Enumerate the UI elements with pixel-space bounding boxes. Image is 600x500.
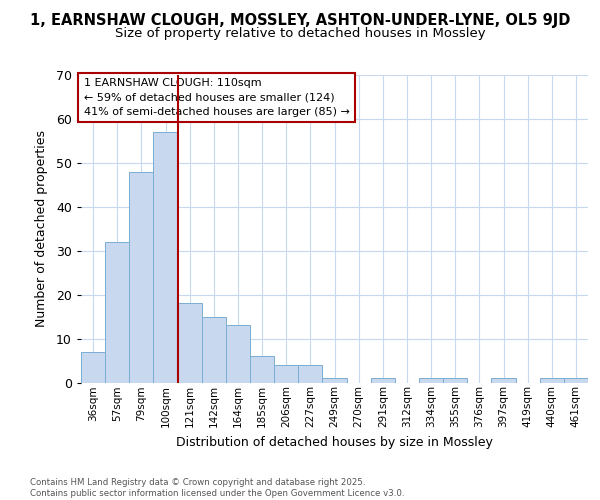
Bar	[371, 378, 395, 382]
Y-axis label: Number of detached properties: Number of detached properties	[35, 130, 47, 327]
Bar	[443, 378, 467, 382]
Text: 1 EARNSHAW CLOUGH: 110sqm
← 59% of detached houses are smaller (124)
41% of semi: 1 EARNSHAW CLOUGH: 110sqm ← 59% of detac…	[83, 78, 349, 117]
Bar	[81, 352, 105, 382]
Bar	[419, 378, 443, 382]
Bar	[250, 356, 274, 382]
Bar	[491, 378, 515, 382]
Text: 1, EARNSHAW CLOUGH, MOSSLEY, ASHTON-UNDER-LYNE, OL5 9JD: 1, EARNSHAW CLOUGH, MOSSLEY, ASHTON-UNDE…	[30, 12, 570, 28]
Bar	[154, 132, 178, 382]
Bar	[564, 378, 588, 382]
X-axis label: Distribution of detached houses by size in Mossley: Distribution of detached houses by size …	[176, 436, 493, 448]
Bar	[202, 316, 226, 382]
Text: Size of property relative to detached houses in Mossley: Size of property relative to detached ho…	[115, 28, 485, 40]
Bar	[274, 365, 298, 382]
Bar	[540, 378, 564, 382]
Bar	[226, 326, 250, 382]
Bar	[298, 365, 322, 382]
Bar	[178, 304, 202, 382]
Bar	[322, 378, 347, 382]
Bar	[129, 172, 154, 382]
Text: Contains HM Land Registry data © Crown copyright and database right 2025.
Contai: Contains HM Land Registry data © Crown c…	[30, 478, 404, 498]
Bar	[105, 242, 129, 382]
